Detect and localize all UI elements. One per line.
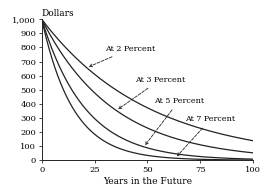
Text: At 5 Percent: At 5 Percent bbox=[145, 97, 204, 145]
Text: At 3 Percent: At 3 Percent bbox=[119, 76, 185, 109]
X-axis label: Years in the Future: Years in the Future bbox=[103, 177, 192, 185]
Text: Dollars: Dollars bbox=[42, 9, 74, 18]
Text: At 7 Percent: At 7 Percent bbox=[177, 115, 236, 156]
Text: At 2 Percent: At 2 Percent bbox=[90, 45, 156, 67]
